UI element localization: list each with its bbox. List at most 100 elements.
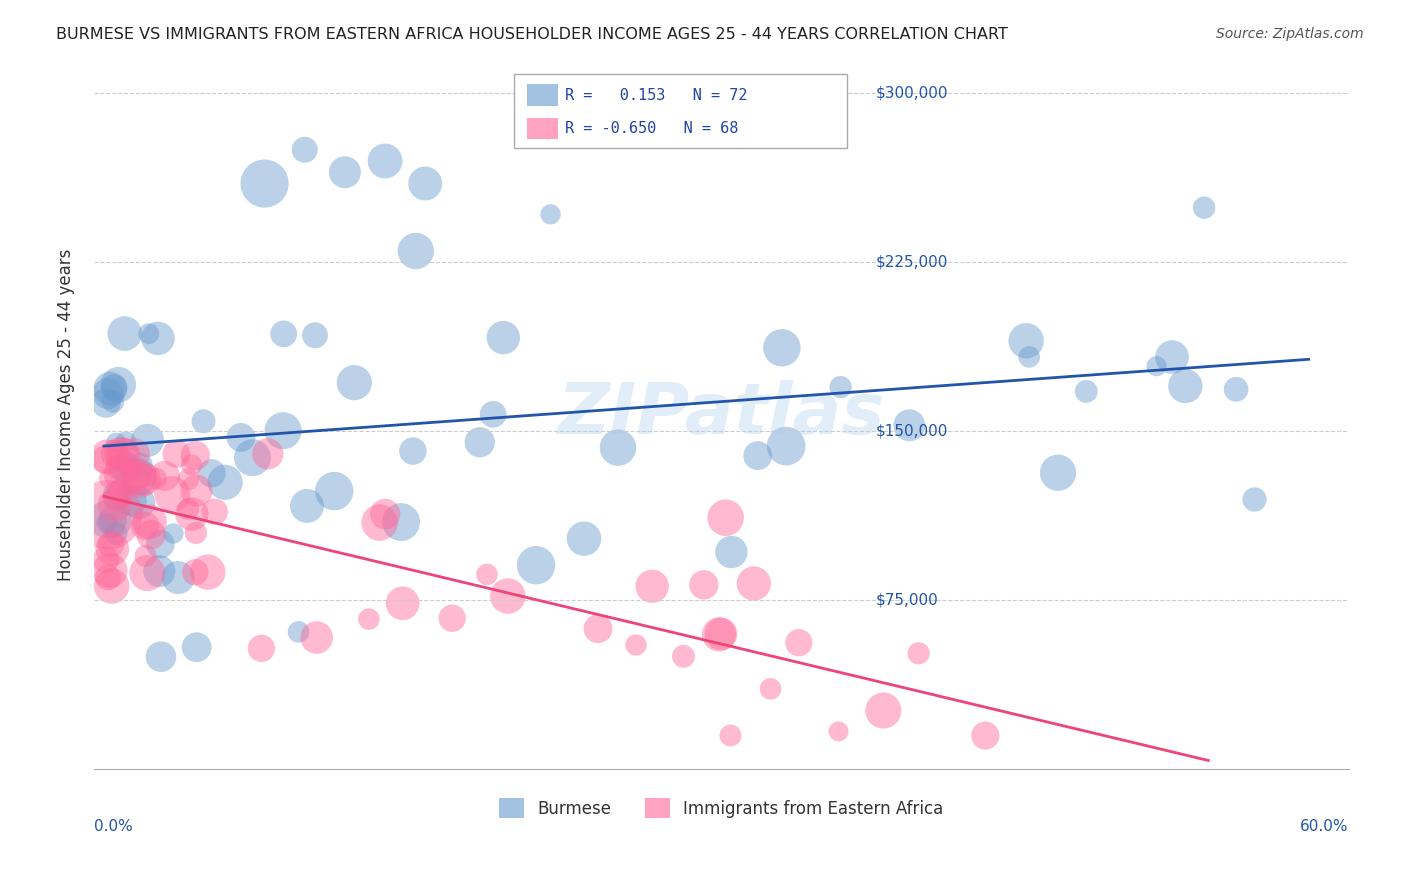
Point [125,467,148,482]
Point [907,646,929,660]
Point [184,525,207,540]
Point [413,177,436,191]
Legend: Burmese, Immigrants from Eastern Africa: Burmese, Immigrants from Eastern Africa [492,791,950,825]
Point [104,514,127,528]
Point [1146,359,1168,374]
Point [160,487,183,501]
Point [707,627,730,641]
Point [389,515,412,529]
Point [1243,492,1265,507]
Point [114,434,136,449]
Point [273,326,295,341]
Text: $75,000: $75,000 [876,593,938,607]
Point [186,640,208,655]
Point [104,447,127,461]
Point [672,649,695,664]
Point [103,499,125,513]
Point [97,512,120,526]
Point [165,447,187,461]
Bar [527,118,558,139]
Text: BURMESE VS IMMIGRANTS FROM EASTERN AFRICA HOUSEHOLDER INCOME AGES 25 - 44 YEARS : BURMESE VS IMMIGRANTS FROM EASTERN AFRIC… [56,27,1008,42]
Point [253,177,276,191]
Point [115,458,138,473]
Point [97,386,120,401]
Point [135,549,157,563]
Text: 60.0%: 60.0% [1301,819,1348,834]
Point [149,649,172,664]
Point [136,566,159,580]
Point [129,458,152,472]
Point [827,724,849,739]
Point [105,488,128,502]
Point [787,636,810,650]
Point [114,459,136,474]
Point [184,449,207,463]
Text: 0.0%: 0.0% [94,819,132,834]
Point [94,552,117,566]
Point [101,542,124,557]
Text: $225,000: $225,000 [876,255,948,270]
Point [872,704,894,718]
Point [114,326,136,341]
Point [180,507,202,521]
Point [368,516,391,530]
Point [98,382,121,396]
Point [214,475,236,490]
Point [974,729,997,743]
Point [624,638,647,652]
Point [402,444,425,458]
Point [1174,379,1197,393]
Point [200,467,222,481]
Point [250,641,273,656]
Point [1047,466,1070,480]
Point [305,631,328,645]
Point [720,545,742,559]
Point [128,473,150,487]
Point [492,330,515,344]
Point [482,407,505,421]
Point [94,396,117,410]
Point [103,381,125,395]
Point [101,394,124,409]
Point [139,527,162,541]
Point [96,516,118,530]
Point [710,627,733,641]
Point [197,565,219,579]
Point [1076,384,1098,399]
Point [391,596,413,610]
Point [177,472,200,486]
Point [120,494,142,508]
Point [167,570,190,584]
Point [747,449,769,463]
Point [898,418,921,433]
Point [138,515,160,529]
Point [100,579,122,593]
Point [97,570,120,584]
Point [759,681,782,696]
Point [229,430,252,444]
Point [97,471,120,485]
Text: R =   0.153   N = 72: R = 0.153 N = 72 [565,87,747,103]
Point [540,207,562,221]
Point [830,380,852,394]
Point [110,467,132,481]
Point [1015,334,1038,348]
Point [177,502,200,516]
Point [357,612,380,626]
Point [441,611,464,625]
Point [121,472,143,486]
Point [333,165,356,179]
Point [134,472,156,486]
Point [148,564,170,578]
Point [122,447,145,461]
Text: R = -0.650   N = 68: R = -0.650 N = 68 [565,121,738,136]
Point [287,624,309,639]
Text: $150,000: $150,000 [876,424,948,439]
Point [136,434,159,448]
Point [468,435,491,450]
Point [110,486,132,500]
Point [572,532,595,546]
Point [128,496,150,510]
Point [104,491,127,506]
Point [475,567,498,582]
